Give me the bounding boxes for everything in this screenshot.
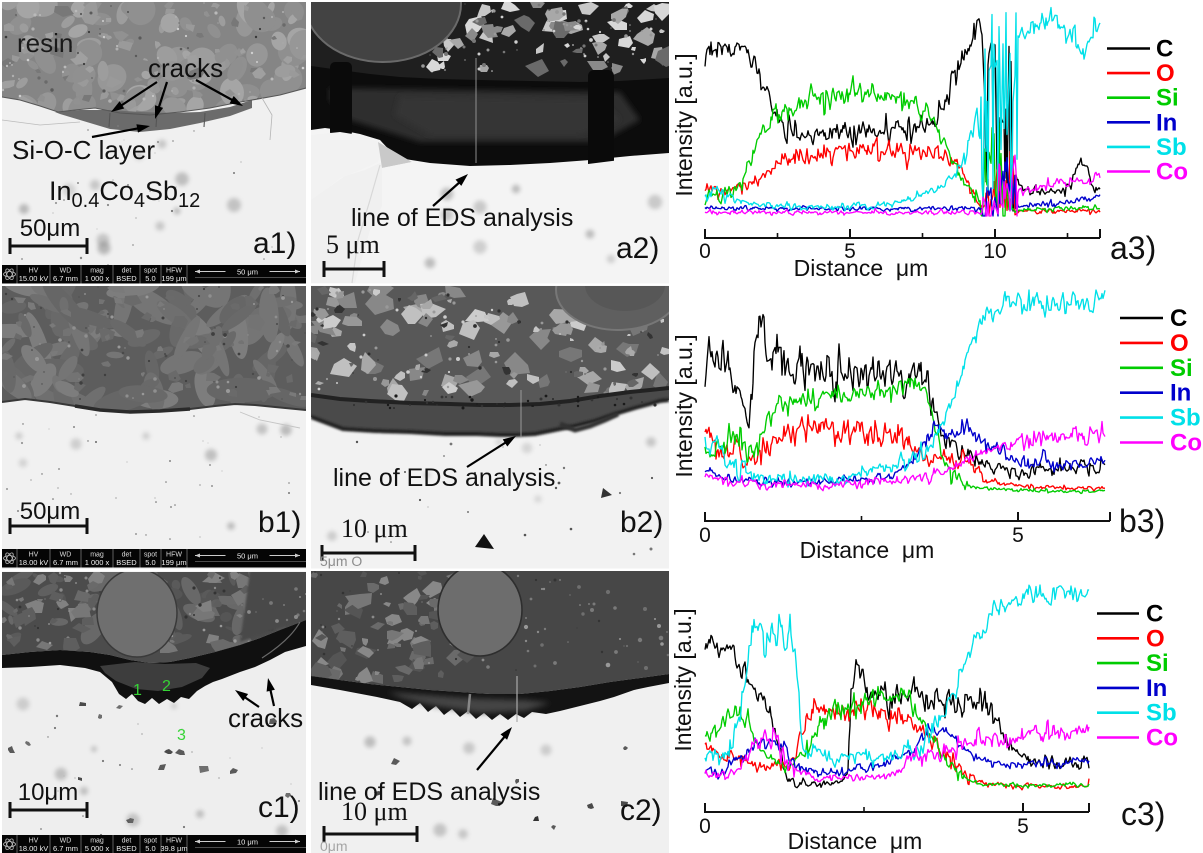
svg-text:resin: resin [17, 28, 73, 58]
svg-text:5.0: 5.0 [145, 274, 155, 283]
svg-text:HFW: HFW [166, 838, 182, 845]
svg-text:Si: Si [1146, 650, 1169, 677]
svg-text:HV: HV [29, 552, 39, 559]
svg-text:Intensity [a.u.]: Intensity [a.u.] [671, 53, 697, 196]
svg-text:det: det [122, 838, 132, 845]
svg-text:In: In [1170, 380, 1191, 407]
svg-text:In: In [1146, 675, 1167, 702]
svg-text:a2): a2) [616, 232, 659, 265]
svg-text:HV: HV [29, 268, 39, 275]
svg-text:5 μm: 5 μm [326, 230, 380, 259]
svg-text:HV: HV [29, 838, 39, 845]
svg-text:O: O [1170, 330, 1189, 357]
svg-text:18.00 kV: 18.00 kV [19, 558, 49, 567]
svg-text:0: 0 [699, 524, 711, 547]
svg-text:C: C [1156, 36, 1173, 63]
svg-text:Distance μm: Distance μm [794, 255, 929, 281]
svg-text:15.00 kV: 15.00 kV [19, 274, 49, 283]
svg-text:spot: spot [144, 268, 157, 275]
svg-text:c1): c1) [258, 791, 300, 824]
svg-text:c2): c2) [620, 794, 662, 827]
svg-text:C: C [1170, 305, 1187, 332]
svg-text:Sb: Sb [1170, 405, 1201, 432]
svg-text:line of EDS analysis: line of EDS analysis [333, 464, 555, 492]
svg-text:199 μm: 199 μm [161, 274, 186, 283]
svg-text:WD: WD [60, 268, 72, 275]
svg-text:Co: Co [1156, 159, 1188, 186]
svg-text:WD: WD [60, 838, 72, 845]
svg-text:b3): b3) [1119, 503, 1165, 539]
svg-text:10: 10 [983, 240, 1006, 263]
svg-text:In: In [1156, 109, 1177, 136]
svg-text:HFW: HFW [166, 552, 182, 559]
svg-text:50μm: 50μm [20, 215, 81, 242]
svg-text:2: 2 [162, 678, 171, 695]
svg-text:Si-O-C layer: Si-O-C layer [12, 135, 155, 165]
svg-text:mag: mag [90, 552, 104, 559]
svg-text:mag: mag [90, 268, 104, 275]
svg-text:det: det [122, 268, 132, 275]
svg-text:a1): a1) [253, 227, 296, 260]
svg-text:5: 5 [844, 240, 856, 263]
svg-text:O: O [1146, 625, 1165, 652]
svg-text:5: 5 [1017, 815, 1029, 838]
svg-text:5μm O: 5μm O [320, 553, 362, 569]
svg-text:Sb: Sb [1146, 700, 1177, 727]
svg-text:0: 0 [699, 815, 711, 838]
svg-text:line of EDS analysis: line of EDS analysis [318, 778, 540, 806]
svg-text:Si: Si [1170, 355, 1193, 382]
svg-text:50 μm: 50 μm [237, 268, 258, 277]
svg-text:Intensity [a.u.]: Intensity [a.u.] [671, 334, 697, 477]
svg-text:BSED: BSED [116, 274, 137, 283]
svg-text:199 μm: 199 μm [161, 558, 186, 567]
svg-text:6.7 mm: 6.7 mm [53, 558, 78, 567]
svg-text:C: C [1146, 601, 1163, 628]
svg-text:10 μm: 10 μm [341, 514, 408, 543]
svg-text:BSED: BSED [116, 558, 137, 567]
svg-text:10 μm: 10 μm [237, 838, 258, 847]
svg-text:det: det [122, 552, 132, 559]
svg-text:a3): a3) [1110, 230, 1156, 266]
svg-text:50μm: 50μm [20, 498, 81, 525]
svg-text:0μm: 0μm [320, 838, 348, 853]
svg-text:Distance μm: Distance μm [788, 828, 923, 853]
svg-text:1 000 x: 1 000 x [85, 274, 110, 283]
svg-text:spot: spot [144, 838, 157, 845]
svg-text:Sb: Sb [1156, 134, 1187, 161]
svg-text:b1): b1) [258, 506, 301, 539]
svg-text:line of EDS analysis: line of EDS analysis [351, 204, 573, 232]
svg-text:cracks: cracks [148, 53, 223, 83]
svg-text:6.7 mm: 6.7 mm [53, 274, 78, 283]
svg-text:mag: mag [90, 838, 104, 845]
svg-text:Distance μm: Distance μm [800, 537, 935, 563]
svg-text:1 000 x: 1 000 x [85, 558, 110, 567]
svg-text:5.0: 5.0 [145, 558, 155, 567]
svg-text:Co: Co [1170, 430, 1202, 457]
svg-text:BSED: BSED [116, 844, 137, 853]
svg-text:6.7 mm: 6.7 mm [53, 844, 78, 853]
svg-text:18.00 kV: 18.00 kV [19, 844, 49, 853]
svg-text:50 μm: 50 μm [237, 552, 258, 561]
svg-text:0: 0 [699, 240, 711, 263]
svg-text:spot: spot [144, 552, 157, 559]
svg-text:3: 3 [177, 727, 186, 744]
svg-text:HFW: HFW [166, 268, 182, 275]
svg-text:5 000 x: 5 000 x [85, 844, 110, 853]
svg-text:1: 1 [133, 682, 142, 699]
svg-text:Intensity [a.u.]: Intensity [a.u.] [670, 608, 696, 751]
svg-text:5: 5 [1012, 524, 1024, 547]
svg-text:O: O [1156, 60, 1175, 87]
svg-text:10 μm: 10 μm [341, 797, 408, 826]
svg-text:39.8 μm: 39.8 μm [160, 844, 187, 853]
svg-text:WD: WD [60, 552, 72, 559]
svg-text:5.0: 5.0 [145, 844, 155, 853]
svg-text:cracks: cracks [228, 703, 303, 733]
svg-text:b2): b2) [620, 506, 663, 539]
svg-text:10μm: 10μm [18, 779, 79, 806]
svg-text:Si: Si [1156, 85, 1179, 112]
svg-text:Co: Co [1146, 725, 1178, 752]
svg-text:c3): c3) [1121, 796, 1165, 832]
